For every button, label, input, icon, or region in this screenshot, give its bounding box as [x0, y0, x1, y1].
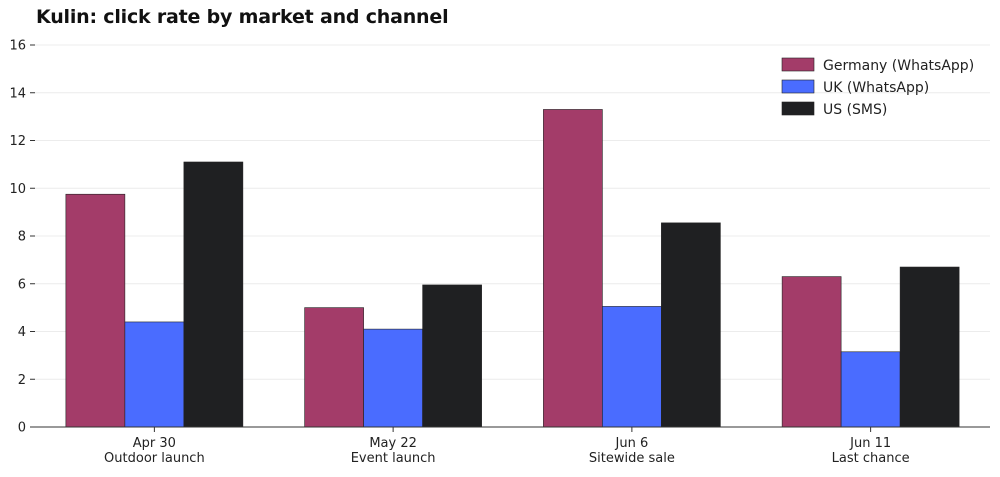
bar — [840, 351, 901, 428]
bar — [65, 193, 126, 428]
x-tick-label: Event launch — [351, 451, 436, 466]
bar — [183, 161, 244, 428]
y-tick-label: 10 — [9, 182, 26, 197]
legend-label: UK (WhatsApp) — [823, 80, 929, 96]
legend-label: US (SMS) — [823, 102, 887, 118]
x-tick-label: Jun 6 — [615, 436, 649, 451]
bar — [363, 328, 423, 428]
bar — [781, 276, 842, 428]
x-tick-label: Jun 11 — [849, 436, 891, 451]
x-tick-label: Apr 30 — [133, 436, 176, 451]
y-tick-label: 0 — [18, 421, 26, 436]
bar — [602, 306, 662, 428]
x-tick-label: May 22 — [369, 436, 417, 451]
bars — [65, 109, 960, 428]
bar — [661, 222, 721, 428]
chart-title: Kulin: click rate by market and channel — [36, 6, 449, 28]
x-tick-label: Outdoor launch — [104, 451, 205, 466]
y-tick-label: 14 — [9, 86, 26, 101]
y-tick-label: 16 — [9, 39, 26, 54]
y-tick-label: 6 — [18, 277, 26, 292]
legend-swatch — [781, 57, 815, 72]
legend-swatch — [781, 101, 815, 116]
legend-swatch — [781, 79, 815, 94]
y-tick-label: 8 — [18, 230, 26, 245]
bar — [124, 321, 185, 428]
y-tick-label: 2 — [18, 373, 26, 388]
legend: Germany (WhatsApp) UK (WhatsApp) US (SMS) — [781, 57, 974, 118]
bar — [422, 284, 482, 428]
bar — [543, 109, 603, 428]
y-tick-label: 12 — [9, 134, 26, 149]
x-tick-label: Last chance — [832, 451, 910, 466]
y-tick-label: 4 — [18, 325, 26, 340]
bar — [899, 266, 960, 428]
x-tick-label: Sitewide sale — [589, 451, 675, 466]
legend-label: Germany (WhatsApp) — [823, 58, 974, 74]
bar — [304, 307, 364, 428]
